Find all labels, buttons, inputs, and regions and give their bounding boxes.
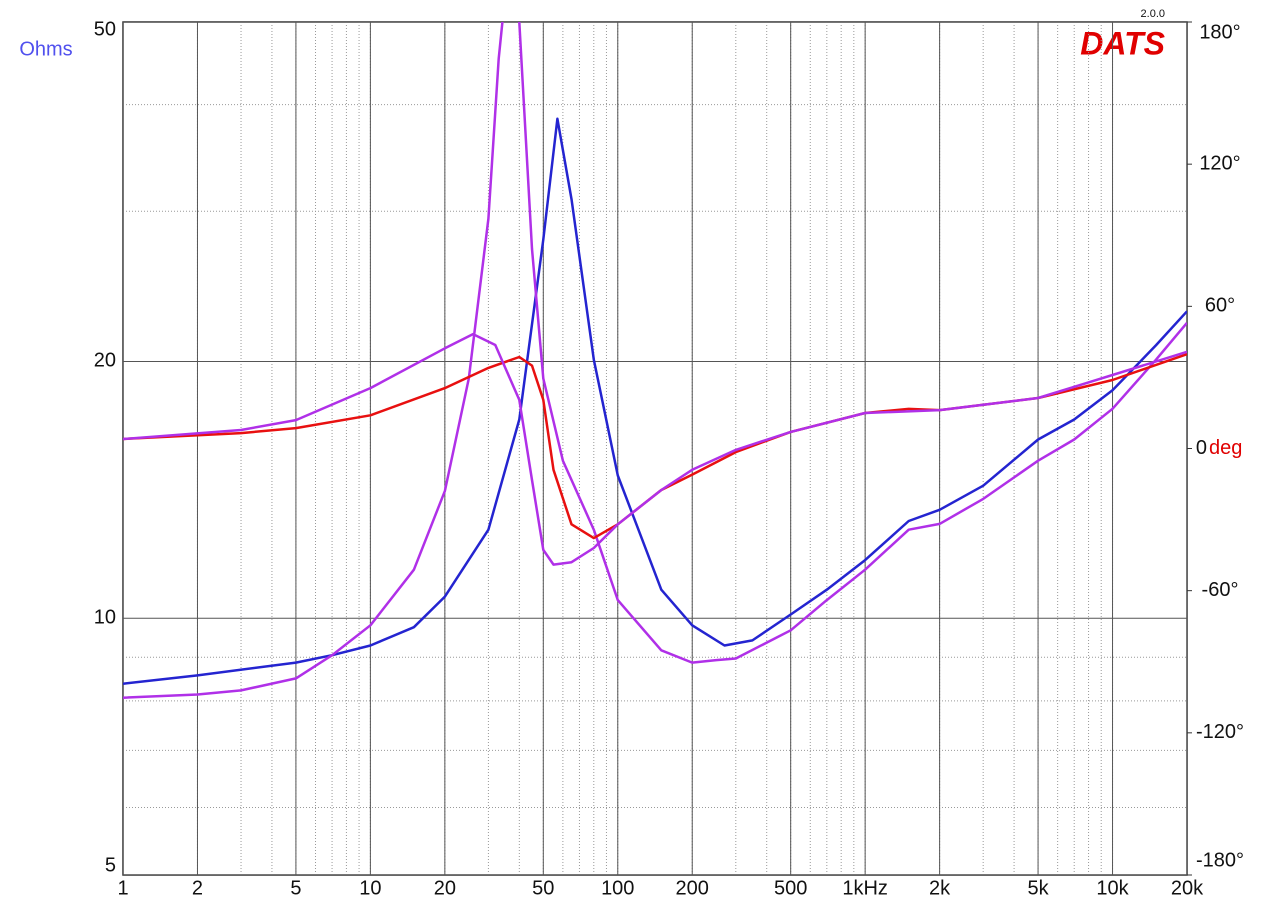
x-tick-label: 10k [1096, 877, 1129, 899]
x-tick-label: 20k [1171, 877, 1204, 899]
series-line [123, 117, 1187, 685]
series-line [123, 22, 1187, 699]
y-axis-label: Ohms [19, 38, 72, 60]
x-tick-label: 20 [434, 877, 456, 899]
x-tick-label: 200 [676, 877, 709, 899]
version: 2.0.0 [1141, 8, 1165, 20]
series-line [123, 332, 1187, 566]
x-tick-label: 5 [290, 877, 301, 899]
y-tick-label: 20 [94, 350, 116, 372]
x-tick-label: 1kHz [842, 877, 888, 899]
y-tick-label: 5 [105, 854, 116, 876]
x-tick-label: 50 [532, 877, 554, 899]
x-tick-label: 1 [117, 877, 128, 899]
logo: DATS [1080, 25, 1165, 61]
y-tick-label: 50 [94, 18, 116, 40]
y2-tick-label: 120° [1199, 152, 1240, 174]
y2-tick-label: -60° [1202, 579, 1239, 601]
x-tick-label: 10 [359, 877, 381, 899]
y2-tick-label: -120° [1196, 721, 1244, 743]
x-tick-label: 2k [929, 877, 951, 899]
x-tick-label: 2 [192, 877, 203, 899]
y2-tick-label: 180° [1199, 21, 1240, 43]
y2-axis-label: deg [1209, 437, 1242, 459]
y-tick-label: 10 [94, 607, 116, 629]
x-tick-label: 100 [601, 877, 634, 899]
plot-frame [122, 21, 1188, 876]
y2-tick-label: -180° [1196, 849, 1244, 871]
x-tick-label: 500 [774, 877, 807, 899]
x-tick-label: 5k [1027, 877, 1049, 899]
y2-tick-label: 60° [1205, 295, 1235, 317]
y2-tick-label: 0 [1196, 437, 1207, 459]
series-line [123, 353, 1187, 540]
